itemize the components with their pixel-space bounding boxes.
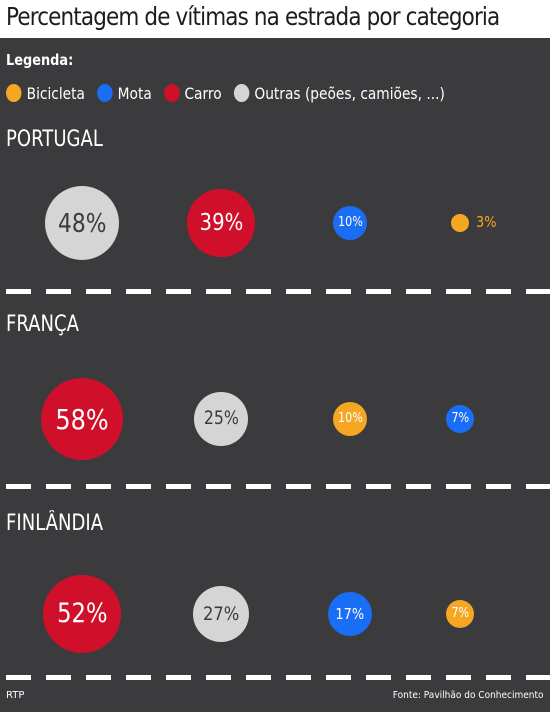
value-label: 7% <box>451 606 469 622</box>
road-dash <box>406 289 431 294</box>
road-divider <box>0 484 550 489</box>
road-dash <box>286 675 311 680</box>
country-title-portugal: PORTUGAL <box>6 127 103 152</box>
bubble-franca-mota: 7% <box>445 404 475 434</box>
legend-swatch <box>163 84 180 102</box>
value-label: 17% <box>335 604 365 623</box>
legend-text: Carro <box>184 83 222 103</box>
road-dash <box>486 484 511 489</box>
bubble-franca-carro: 58% <box>41 378 123 460</box>
road-dash <box>206 484 231 489</box>
road-dash <box>446 289 471 294</box>
road-dash <box>246 289 271 294</box>
legend-item-outras: Outras (peões, camiões, ...) <box>233 83 445 103</box>
value-label: 58% <box>55 402 109 436</box>
road-dash <box>366 289 391 294</box>
road-dash <box>326 484 351 489</box>
bubble-portugal-bicicleta <box>450 213 470 233</box>
legend-swatch <box>6 84 22 102</box>
bubble-franca-bicicleta: 10% <box>332 401 368 437</box>
bubble-finlandia-mota: 17% <box>327 591 373 637</box>
road-dash <box>446 675 471 680</box>
road-divider <box>0 675 550 680</box>
road-dash <box>486 289 511 294</box>
legend: Bicicleta Mota Carro Outras (peões, camiões… <box>6 83 457 103</box>
road-dash <box>126 484 151 489</box>
road-dash <box>206 289 231 294</box>
road-dash <box>286 484 311 489</box>
legend-text: Bicicleta <box>26 83 85 103</box>
bubble-portugal-mota: 10% <box>332 205 368 241</box>
road-dash <box>86 675 111 680</box>
value-label: 39% <box>199 209 243 236</box>
legend-item-bicicleta: Bicicleta <box>6 84 85 103</box>
road-dash <box>6 484 31 489</box>
bubble-finlandia-bicicleta: 7% <box>445 599 475 629</box>
legend-swatch <box>233 84 250 102</box>
value-label: 52% <box>56 598 108 629</box>
road-dash <box>46 289 71 294</box>
bubble-franca-outras: 25% <box>194 392 248 446</box>
road-dash <box>6 289 31 294</box>
legend-label: Legenda: <box>6 51 74 69</box>
road-dash <box>526 675 550 680</box>
road-dash <box>46 484 71 489</box>
legend-item-mota: Mota <box>97 84 152 103</box>
legend-text: Mota <box>117 83 152 103</box>
road-dash <box>406 484 431 489</box>
bubble-finlandia-carro: 52% <box>43 575 121 653</box>
bubble-finlandia-outras: 27% <box>193 586 249 642</box>
road-dash <box>446 484 471 489</box>
footer-source: Fonte: Pavilhão do Conhecimento <box>393 690 544 701</box>
value-label: 10% <box>337 411 363 427</box>
road-dash <box>166 484 191 489</box>
road-divider <box>0 289 550 294</box>
value-label: 25% <box>203 408 239 430</box>
road-dash <box>486 675 511 680</box>
bubble-portugal-outras: 48% <box>44 185 120 261</box>
road-dash <box>126 289 151 294</box>
road-dash <box>246 484 271 489</box>
road-dash <box>46 675 71 680</box>
road-dash <box>526 484 550 489</box>
road-dash <box>286 289 311 294</box>
road-dash <box>246 675 271 680</box>
road-dash <box>126 675 151 680</box>
road-dash <box>86 484 111 489</box>
road-dash <box>86 289 111 294</box>
road-dash <box>326 289 351 294</box>
bubble-portugal-carro: 39% <box>187 189 255 257</box>
road-dash <box>166 289 191 294</box>
footer-credit: RTP <box>6 690 25 701</box>
legend-text: Outras (peões, camiões, ...) <box>254 83 445 103</box>
value-label: 7% <box>451 411 469 427</box>
road-dash <box>166 675 191 680</box>
legend-item-carro: Carro <box>163 83 222 103</box>
road-dash <box>326 675 351 680</box>
value-label: 27% <box>202 602 240 625</box>
road-dash <box>366 484 391 489</box>
road-dash <box>6 675 31 680</box>
page-title: Percentagem de vítimas na estrada por ca… <box>6 2 500 31</box>
road-dash <box>526 289 550 294</box>
road-dash <box>406 675 431 680</box>
value-label: 48% <box>57 207 107 238</box>
value-label: 10% <box>337 215 363 231</box>
title-bar: Percentagem de vítimas na estrada por ca… <box>0 0 550 38</box>
road-dash <box>206 675 231 680</box>
road-dash <box>366 675 391 680</box>
country-title-franca: FRANÇA <box>6 312 79 337</box>
value-label: 3% <box>476 213 497 231</box>
country-title-finlandia: FINLÂNDIA <box>6 511 104 536</box>
legend-swatch <box>97 84 113 102</box>
